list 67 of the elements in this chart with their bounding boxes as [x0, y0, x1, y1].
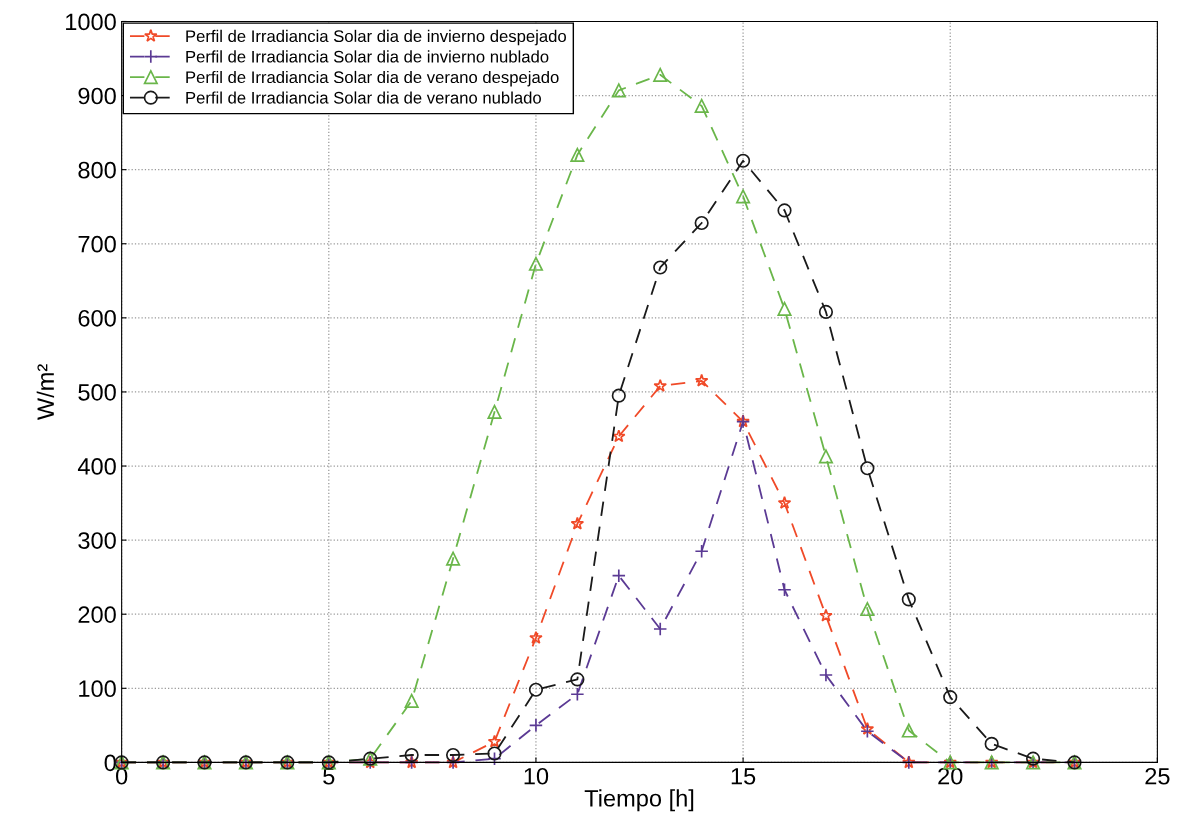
point — [860, 724, 875, 739]
point — [901, 592, 916, 607]
y-tick-label: 900 — [78, 87, 116, 105]
point — [777, 203, 792, 218]
point — [694, 98, 709, 114]
point — [487, 746, 502, 761]
point — [1026, 751, 1041, 766]
point — [653, 67, 668, 82]
point — [860, 721, 875, 735]
point — [570, 672, 585, 687]
point — [612, 429, 626, 443]
x-tick-label: 20 — [938, 767, 963, 785]
x-axis-title: Tiempo [h] — [584, 789, 694, 812]
x-tick-label: 10 — [524, 767, 549, 785]
x-tick-label: 25 — [1145, 767, 1170, 785]
point — [984, 736, 999, 751]
point — [445, 747, 461, 763]
point — [694, 215, 709, 231]
point — [528, 256, 544, 271]
legend-label: Perfil de Irradiancia Solar dia de verano despejado — [186, 70, 559, 87]
point — [860, 461, 875, 476]
y-tick-label: 300 — [78, 532, 116, 549]
point — [777, 301, 792, 317]
point — [528, 682, 544, 697]
point — [653, 378, 668, 392]
y-tick-label: 600 — [78, 309, 116, 327]
point — [777, 495, 792, 509]
point — [818, 449, 834, 464]
point — [818, 304, 834, 320]
point — [611, 83, 626, 98]
point — [694, 544, 709, 559]
point — [529, 630, 543, 644]
x-tick-label: 15 — [731, 768, 756, 785]
point — [487, 751, 502, 766]
point — [487, 404, 502, 420]
y-tick-label: 800 — [78, 161, 116, 179]
y-tick-label: 700 — [78, 235, 116, 253]
y-tick-label: 400 — [77, 458, 116, 475]
point — [445, 551, 461, 566]
point — [570, 516, 585, 530]
point — [570, 147, 585, 162]
point — [653, 621, 668, 637]
legend-label: Perfil de Irradiancia Solar dia de verano nublado — [186, 91, 541, 104]
point — [611, 568, 626, 583]
point — [901, 723, 916, 738]
legend-label: Perfil de Irradiancia Solar dia de invierno despejado — [186, 29, 566, 46]
point — [404, 693, 419, 708]
point — [943, 690, 958, 705]
point — [404, 747, 419, 763]
y-tick-label: 100 — [79, 680, 116, 698]
point — [694, 373, 709, 387]
point — [819, 608, 833, 622]
point — [735, 189, 751, 204]
point — [860, 601, 875, 617]
point — [528, 718, 544, 733]
point — [487, 734, 502, 748]
point — [653, 260, 668, 275]
y-axis-title: W/m² — [36, 364, 55, 421]
y-tick-label: 200 — [78, 606, 116, 623]
point — [570, 687, 585, 702]
y-tick-label: 500 — [78, 384, 116, 401]
legend-label: Perfil de Irradiancia Solar dia de invierno nublado — [186, 50, 549, 63]
point — [735, 153, 751, 168]
y-tick-label: 1000 — [66, 13, 116, 31]
point — [611, 388, 626, 403]
point — [777, 582, 792, 597]
point — [818, 667, 834, 683]
